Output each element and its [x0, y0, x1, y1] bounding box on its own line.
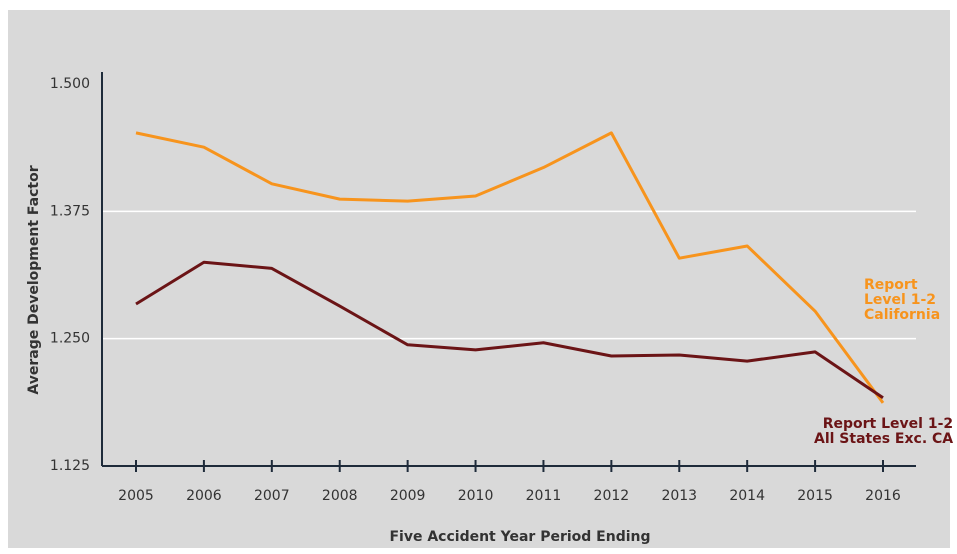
x-tick-label: 2005: [118, 488, 154, 504]
x-tick-label: 2014: [729, 488, 765, 504]
x-axis-title: Five Accident Year Period Ending: [389, 529, 650, 545]
y-tick-label: 1.125: [50, 458, 90, 474]
x-tick-label: 2009: [390, 488, 426, 504]
x-tick-label: 2012: [594, 488, 630, 504]
x-tick-label: 2007: [254, 488, 290, 504]
y-tick-label: 1.250: [50, 331, 90, 347]
x-tick-label: 2013: [661, 488, 697, 504]
x-tick-label: 2015: [797, 488, 833, 504]
series-line: [135, 260, 884, 399]
y-axis-title: Average Development Factor: [26, 165, 42, 394]
x-tick-label: 2008: [322, 488, 358, 504]
y-tick-label: 1.375: [50, 203, 90, 219]
series-label: Report Level 1-2 California: [864, 277, 941, 323]
y-tick-label: 1.500: [50, 76, 90, 92]
x-tick-label: 2010: [458, 488, 494, 504]
x-tick-label: 2011: [526, 488, 562, 504]
series-line: [135, 131, 885, 404]
background: [8, 10, 950, 548]
series-label: Report Level 1-2 All States Exc. CA: [814, 416, 954, 447]
x-tick-label: 2006: [186, 488, 222, 504]
x-tick-label: 2016: [865, 488, 901, 504]
